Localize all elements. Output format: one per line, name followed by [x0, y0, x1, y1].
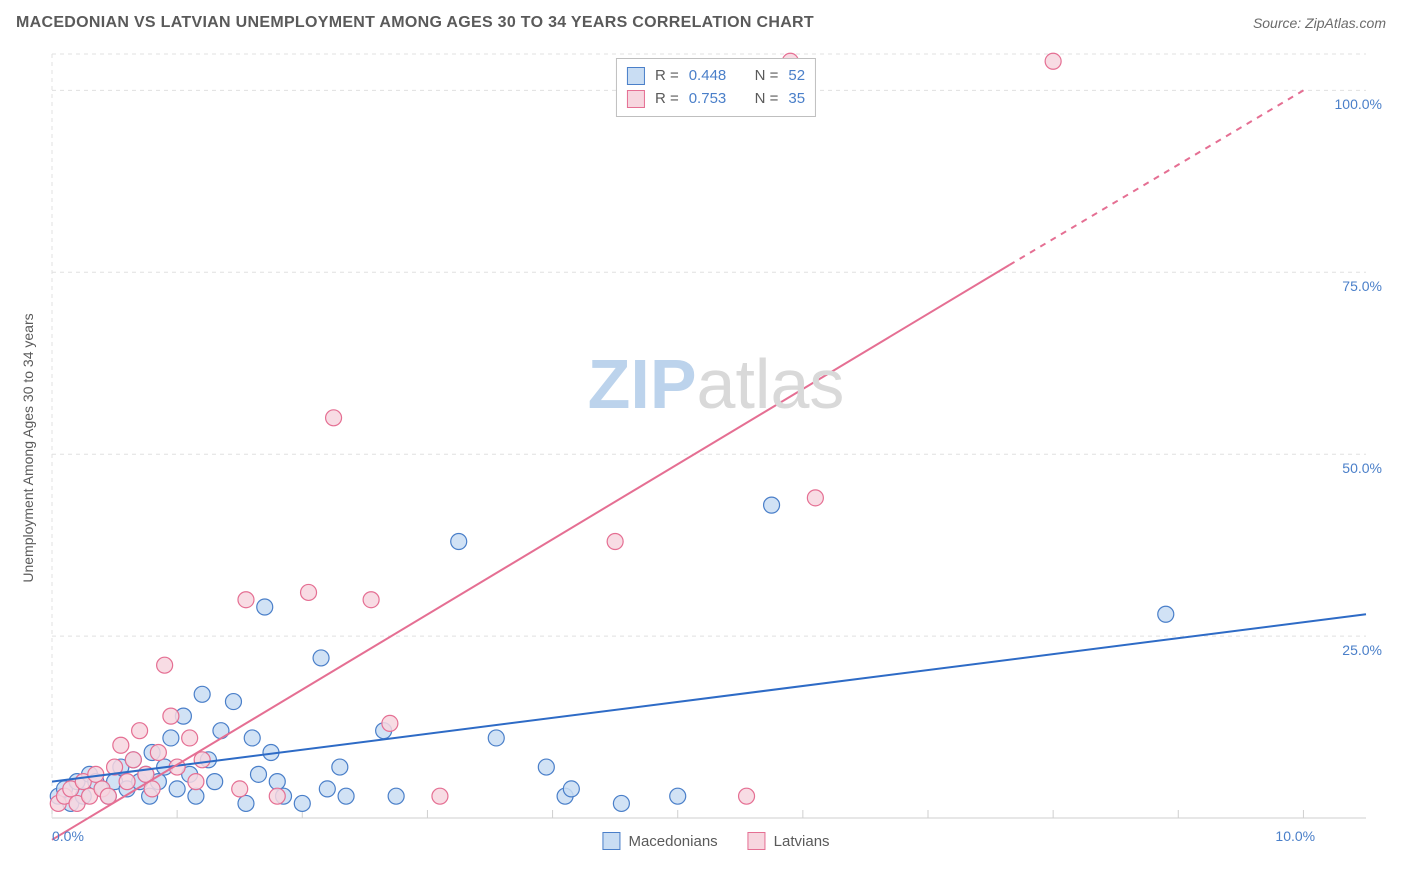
legend-swatch — [602, 832, 620, 850]
legend-swatch — [748, 832, 766, 850]
series-legend: Macedonians Latvians — [602, 832, 829, 850]
source-label: Source: ZipAtlas.com — [1253, 15, 1386, 31]
legend-r-value: 0.448 — [689, 65, 727, 88]
y-tick-label: 50.0% — [1342, 460, 1382, 476]
series-legend-item: Macedonians — [602, 832, 717, 850]
y-tick-label: 100.0% — [1335, 96, 1382, 112]
y-tick-label: 75.0% — [1342, 278, 1382, 294]
legend-n-value: 52 — [788, 65, 805, 88]
legend-swatch — [627, 67, 645, 85]
legend-r-label: R = — [655, 88, 679, 111]
legend-n-label: N = — [755, 88, 779, 111]
chart-area: Unemployment Among Ages 30 to 34 years Z… — [46, 48, 1386, 848]
correlation-legend: R = 0.448 N = 52 R = 0.753 N = 35 — [616, 58, 816, 117]
chart-header: MACEDONIAN VS LATVIAN UNEMPLOYMENT AMONG… — [0, 0, 1406, 40]
y-axis-label: Unemployment Among Ages 30 to 34 years — [20, 313, 36, 582]
legend-swatch — [627, 90, 645, 108]
series-legend-item: Latvians — [748, 832, 830, 850]
source-value: ZipAtlas.com — [1305, 15, 1386, 31]
legend-row: R = 0.753 N = 35 — [627, 88, 805, 111]
series-legend-label: Macedonians — [628, 833, 717, 850]
legend-row: R = 0.448 N = 52 — [627, 65, 805, 88]
x-tick-label: 0.0% — [52, 828, 84, 844]
y-tick-label: 25.0% — [1342, 642, 1382, 658]
legend-n-label: N = — [755, 65, 779, 88]
legend-r-value: 0.753 — [689, 88, 727, 111]
series-legend-label: Latvians — [774, 833, 830, 850]
source-prefix: Source: — [1253, 15, 1305, 31]
scatter-chart-svg — [46, 48, 1386, 848]
chart-title: MACEDONIAN VS LATVIAN UNEMPLOYMENT AMONG… — [16, 14, 814, 32]
x-tick-label: 10.0% — [1275, 828, 1315, 844]
legend-n-value: 35 — [788, 88, 805, 111]
legend-r-label: R = — [655, 65, 679, 88]
